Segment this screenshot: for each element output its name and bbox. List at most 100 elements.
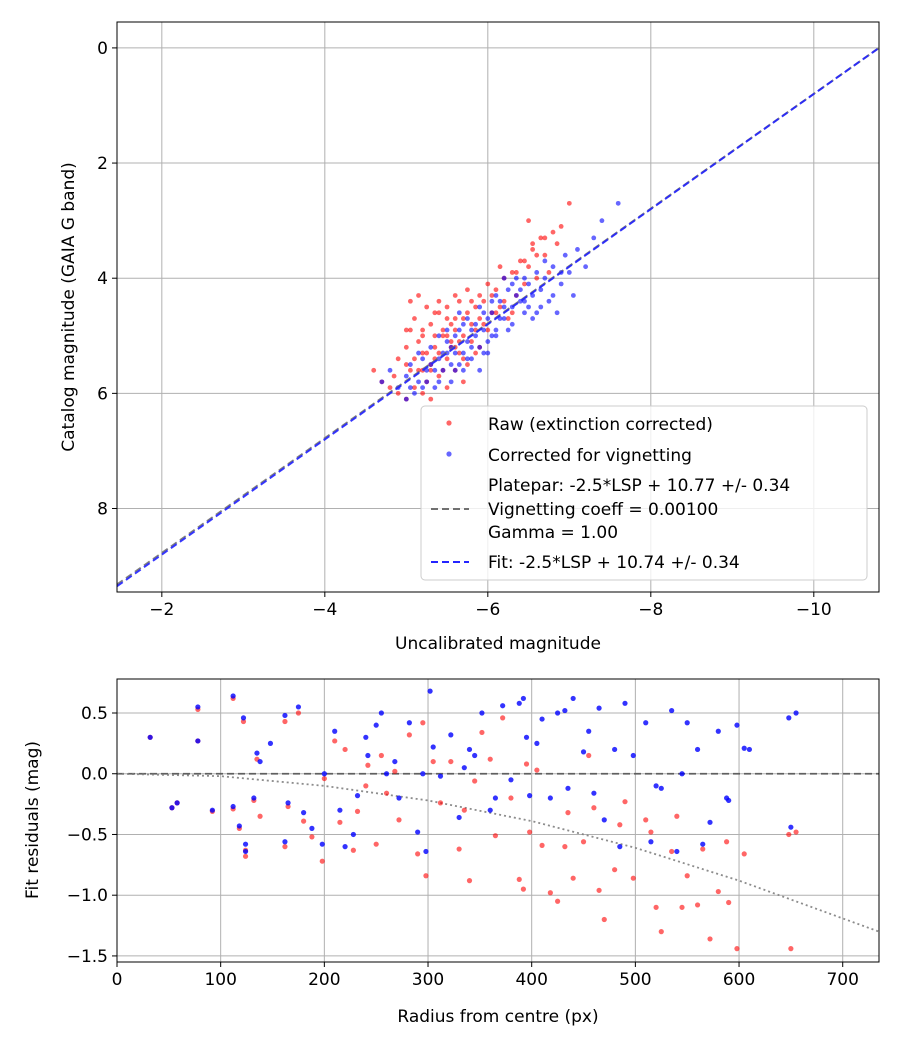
corrected-point (546, 298, 552, 304)
corrected-point (472, 752, 478, 759)
legend-platepar-label-3: Gamma = 1.00 (488, 523, 618, 543)
corrected-point (485, 339, 491, 344)
raw-point (596, 887, 602, 893)
raw-point (700, 846, 706, 852)
corrected-point (669, 707, 675, 714)
corrected-point (456, 310, 462, 316)
corrected-point (477, 344, 483, 350)
corrected-point (599, 218, 605, 224)
raw-point (648, 829, 654, 835)
raw-point (444, 385, 450, 391)
corrected-point (612, 746, 618, 753)
corrected-point (596, 705, 602, 711)
corrected-point (392, 758, 398, 765)
raw-point (555, 898, 561, 904)
legend-platepar-label-2: Vignetting coeff = 0.00100 (488, 500, 718, 520)
corrected-point (469, 327, 474, 333)
bottom-grid (116, 679, 879, 962)
bottom-xlabel: Radius from centre (px) (397, 1007, 598, 1027)
raw-point (428, 321, 434, 327)
raw-point (505, 316, 511, 321)
raw-point (509, 310, 515, 316)
x-tick-label: 300 (412, 970, 444, 990)
raw-point (415, 851, 421, 857)
raw-point (527, 829, 533, 835)
raw-point (460, 379, 466, 385)
corrected-point (522, 310, 527, 316)
corrected-point (430, 744, 436, 750)
raw-point (363, 783, 369, 789)
corrected-point (538, 287, 544, 293)
raw-point (378, 752, 384, 759)
corrected-point (403, 396, 409, 402)
raw-point (472, 778, 478, 784)
raw-point (566, 200, 572, 206)
corrected-point (469, 356, 474, 362)
raw-point (420, 333, 426, 339)
corrected-point (715, 728, 721, 734)
corrected-point (465, 316, 470, 321)
raw-point (396, 817, 402, 823)
raw-point (424, 304, 430, 310)
corrected-point (679, 771, 685, 777)
bottom-ticks: 0 100 200 300 400 500 600 700 0.5 0.0 −0.5 −1.0 −1.5 (67, 704, 859, 990)
corrected-point (505, 287, 511, 293)
corrected-point (432, 367, 438, 373)
bottom-ylabel: Fit residuals (mag) (23, 741, 43, 899)
raw-point (444, 316, 450, 321)
raw-point (337, 819, 343, 825)
raw-point (469, 321, 474, 327)
corrected-point (523, 734, 530, 740)
raw-point (522, 258, 527, 264)
raw-point (456, 298, 462, 304)
corrected-point (383, 771, 390, 777)
corrected-point (309, 825, 315, 831)
raw-point (513, 270, 519, 275)
corrected-point (251, 795, 257, 801)
corrected-point (534, 740, 540, 746)
raw-point (523, 761, 530, 767)
raw-point (489, 293, 495, 298)
raw-point (282, 718, 288, 725)
corrected-point (209, 807, 215, 813)
raw-point (350, 847, 356, 853)
raw-point (469, 339, 474, 344)
raw-point (395, 390, 401, 396)
raw-point (416, 293, 421, 298)
y-tick-label: 0 (97, 39, 108, 59)
raw-point (440, 333, 446, 339)
raw-point (473, 304, 478, 310)
raw-point (460, 356, 466, 362)
top-axes-frame (116, 21, 880, 593)
corrected-point (230, 803, 236, 810)
raw-point (448, 758, 454, 765)
corrected-point (707, 819, 713, 825)
bottom-plot: 0 100 200 300 400 500 600 700 0.5 0.0 −0.5 −1.0 −1.5… (23, 678, 880, 1027)
line-vignetting-model (117, 772, 879, 933)
corrected-point (518, 287, 523, 293)
raw-point (436, 373, 442, 379)
raw-point (694, 902, 701, 908)
legend-corrected-label: Corrected for vignetting (488, 446, 692, 466)
raw-point (485, 281, 491, 287)
raw-point (522, 281, 527, 287)
raw-point (387, 385, 393, 391)
legend-fit-label: Fit: -2.5*LSP + 10.74 +/- 0.34 (488, 553, 740, 573)
corrected-point (452, 350, 458, 356)
y-tick-label: −1.5 (67, 947, 108, 967)
raw-point (492, 833, 499, 839)
legend-box (420, 405, 868, 581)
corrected-point (282, 712, 288, 719)
corrected-point (526, 281, 531, 287)
raw-point (448, 321, 454, 327)
corrected-point (694, 746, 701, 753)
raw-point (420, 350, 426, 356)
corrected-point (684, 720, 690, 726)
raw-point (465, 362, 470, 367)
corrected-point (444, 327, 450, 333)
corrected-point (460, 321, 466, 327)
raw-point (580, 839, 587, 845)
raw-point (643, 817, 649, 823)
corrected-point (412, 390, 417, 396)
raw-point (658, 929, 664, 935)
